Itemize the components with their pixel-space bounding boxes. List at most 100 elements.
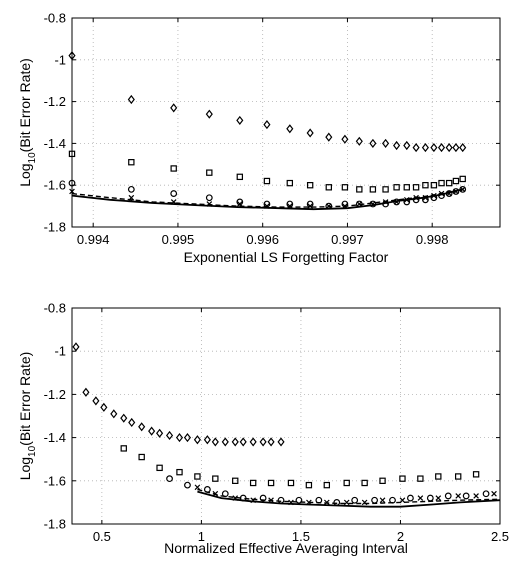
diamond-point <box>267 437 275 447</box>
plot-frame <box>71 17 501 228</box>
diamond-point <box>412 143 420 153</box>
y-tick-label: -1.2 <box>44 387 66 402</box>
square-point <box>286 179 294 187</box>
diamond-point <box>325 132 333 142</box>
diamond-point <box>100 402 108 412</box>
y-tick-label: -0.8 <box>44 11 66 26</box>
series-dashed-line <box>71 188 463 208</box>
square-point <box>412 184 420 191</box>
square-point <box>369 186 377 193</box>
diamond-point <box>382 138 390 148</box>
circle-point <box>259 494 267 502</box>
diamond-point <box>221 437 229 447</box>
square-point <box>194 473 201 480</box>
square-point <box>403 184 410 191</box>
square-point <box>232 477 239 485</box>
diamond-point <box>128 417 136 428</box>
diamond-point <box>72 342 80 352</box>
square-point <box>435 473 442 480</box>
diamond-point <box>393 140 401 151</box>
square-point <box>305 481 313 489</box>
diamond-point <box>263 120 271 130</box>
circle-point <box>407 494 414 502</box>
square-point <box>454 473 462 480</box>
square-point <box>356 186 363 193</box>
y-axis-label-rest: (Bit Error Rate) <box>17 352 33 446</box>
x-point <box>417 495 424 501</box>
series-square <box>120 445 480 489</box>
diamond-point <box>203 435 211 445</box>
diamond-point <box>430 143 438 153</box>
square-point <box>267 479 275 487</box>
circle-point <box>333 499 341 506</box>
circle-point <box>371 496 378 504</box>
y-tick-label: -1.6 <box>44 473 66 488</box>
diamond-point <box>341 134 349 144</box>
diamond-point <box>127 94 135 105</box>
dashed-line-curve <box>197 488 501 505</box>
square-point <box>249 479 257 487</box>
square-point <box>422 182 429 189</box>
x-point <box>435 495 442 501</box>
x-point <box>194 484 201 491</box>
y-tick-label: -1.4 <box>44 430 66 445</box>
diamond-point <box>459 143 467 153</box>
square-point <box>325 184 333 191</box>
x-point <box>459 186 466 193</box>
diamond-point <box>369 138 377 148</box>
y-axis-label: Log10(Bit Error Rate) <box>17 58 38 187</box>
x-tick-label: 2.5 <box>491 529 509 544</box>
square-point <box>361 479 368 487</box>
square-point <box>170 165 177 172</box>
diamond-point <box>120 413 128 423</box>
square-point <box>306 182 314 189</box>
circle-point <box>184 481 191 489</box>
diamond-point <box>259 437 267 447</box>
square-point <box>263 177 271 185</box>
y-tick-label: -1.8 <box>44 517 66 532</box>
diamond-point <box>286 124 294 134</box>
series-square <box>68 150 466 193</box>
square-point <box>399 475 406 482</box>
diamond-point <box>148 426 156 436</box>
x-tick-label: 0.994 <box>77 232 110 247</box>
square-point <box>382 186 389 193</box>
y-tick-label: -1 <box>54 344 66 359</box>
diamond-point <box>156 428 164 438</box>
diamond-point <box>452 143 460 153</box>
square-point <box>343 479 350 487</box>
circle-point <box>482 490 490 498</box>
square-point <box>206 169 213 176</box>
diamond-point <box>183 433 192 443</box>
dashed-line-curve <box>71 188 463 208</box>
diamond-point <box>82 387 90 397</box>
diamond-point <box>138 422 146 432</box>
series-solid-line <box>197 490 501 508</box>
square-point <box>176 468 183 476</box>
diamond-point <box>170 103 178 113</box>
y-tick-label: -1.8 <box>44 220 66 235</box>
diamond-point <box>211 437 219 447</box>
y-axis-label: Log10(Bit Error Rate) <box>17 352 38 481</box>
diamond-point <box>249 437 257 447</box>
square-point <box>68 150 76 158</box>
y-tick-label: -1 <box>54 52 66 67</box>
diamond-point <box>421 143 429 153</box>
circle-point <box>444 492 452 500</box>
square-point <box>138 453 145 461</box>
series-dashed-line <box>197 488 501 505</box>
square-point <box>393 184 400 191</box>
y-axis-label-subscript: 10 <box>27 152 38 164</box>
x-tick-label: 0.995 <box>162 232 195 247</box>
circle-point <box>68 179 76 187</box>
circle-point <box>205 194 213 202</box>
plot-frame <box>71 307 501 525</box>
square-point <box>212 475 219 482</box>
bottom-panel: 0.5 1 1.5 2 2.5 -1.8 -1.6 -1.4 -1.2 -1 -0.8 Normali… <box>17 301 509 557</box>
square-point <box>445 179 453 187</box>
diamond-point <box>306 128 314 138</box>
diamond-point <box>403 140 411 151</box>
square-point <box>236 173 244 181</box>
diamond-point <box>193 435 201 445</box>
